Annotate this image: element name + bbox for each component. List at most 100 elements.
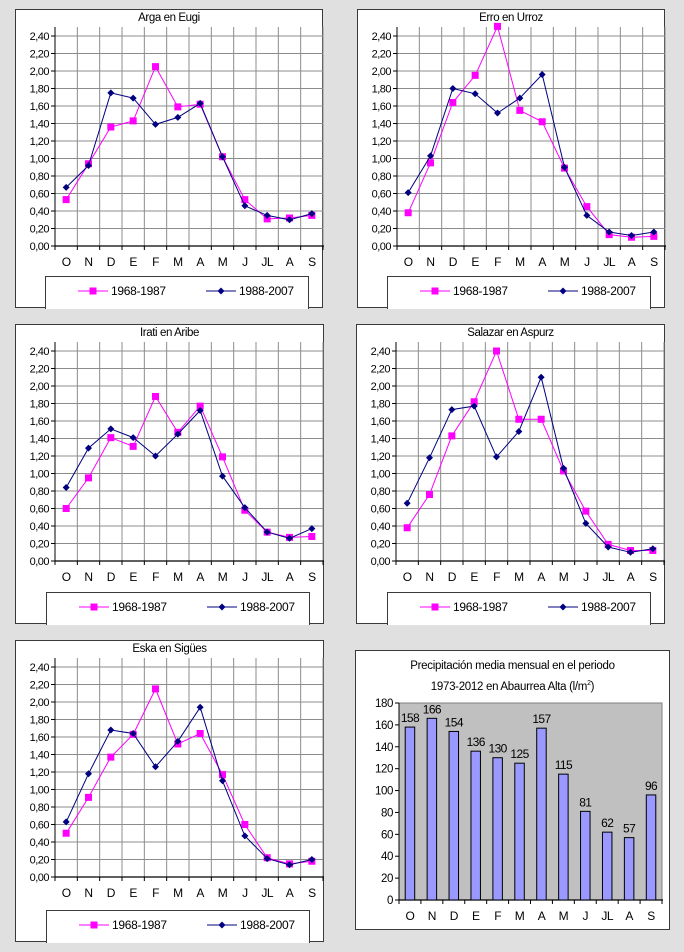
plot-area	[398, 702, 663, 901]
y-tick-label: 0,00	[372, 241, 392, 253]
y-tick-label: 0,00	[30, 556, 50, 568]
data-label: 115	[555, 758, 573, 772]
x-tick-label: N	[84, 570, 92, 584]
y-tick-label: 0,20	[372, 224, 392, 236]
x-tick-label: A	[628, 255, 636, 269]
x-tick-label: JL	[602, 570, 615, 584]
y-tick-label: 2,40	[30, 346, 50, 358]
y-tick-label: 1,00	[30, 785, 50, 797]
y-tick-label: 1,40	[30, 119, 50, 131]
x-tick-label: M	[173, 255, 183, 269]
data-point-diamond	[107, 726, 115, 734]
line-chart-eska-en-sigues: Eska en Sigües 0,00 0,20 0,40 0,60 0,80 1,00 1…	[15, 640, 324, 943]
x-tick-label: JL	[603, 255, 616, 269]
data-point-diamond	[308, 525, 316, 533]
y-tick-label: 60	[381, 829, 393, 841]
x-tick-label: J	[242, 886, 248, 900]
y-tick-label: 1,20	[30, 136, 50, 148]
y-tick-label: 160	[375, 720, 393, 732]
bar-M	[558, 773, 569, 901]
series-line-1988-2007	[407, 73, 654, 237]
x-tick-label: M	[218, 570, 228, 584]
y-tick-label: 2,00	[371, 381, 391, 393]
x-tick-label: M	[514, 570, 524, 584]
y-tick-label: 2,00	[30, 66, 50, 78]
legend-label: 1988-2007	[240, 600, 295, 614]
data-point-diamond	[426, 454, 433, 462]
x-tick-label: M	[559, 570, 569, 584]
legend-item-1968-1987: 1968-1987	[79, 917, 167, 933]
x-tick-label: A	[196, 255, 204, 269]
x-tick-label: J	[242, 255, 248, 269]
series-line-1968-1987	[407, 24, 654, 238]
y-tick-label: 0,60	[30, 820, 50, 832]
y-tick-label: 2,40	[372, 31, 392, 43]
x-tick-label: D	[107, 255, 116, 269]
data-point-diamond	[196, 99, 204, 107]
y-tick-label: 2,00	[30, 697, 50, 709]
legend-item-1988-2007: 1988-2007	[548, 283, 636, 299]
y-tick-label: 1,60	[371, 416, 391, 428]
y-tick-label: 1,60	[372, 101, 392, 113]
data-point-square	[219, 453, 226, 461]
data-point-diamond	[649, 545, 657, 553]
y-tick-label: 2,20	[372, 49, 392, 61]
legend-item-1968-1987: 1968-1987	[79, 599, 167, 615]
y-tick-label: 0,00	[30, 241, 50, 253]
series-line-1988-2007	[65, 409, 312, 539]
y-tick-label: 0,20	[30, 539, 50, 551]
chart-title-line-1: Precipitación media mensual en el period…	[410, 660, 615, 672]
data-point-square	[152, 685, 159, 693]
line-chart-salazar-en-aspurz: Salazar en Aspurz 0,00 0,20 0,40 0,60 0,80 1,…	[356, 324, 665, 625]
x-tick-label: M	[173, 886, 183, 900]
data-point-square	[263, 215, 271, 223]
x-tick-label: S	[647, 909, 655, 923]
y-tick-label: 2,40	[30, 31, 50, 43]
y-tick-label: 80	[381, 807, 393, 819]
data-point-diamond	[427, 152, 434, 160]
y-tick-label: 2,00	[30, 381, 50, 393]
y-tick-label: 1,20	[30, 767, 50, 779]
x-tick-label: S	[650, 255, 658, 269]
data-point-diamond	[85, 770, 92, 778]
y-tick-label: 0,80	[30, 802, 50, 814]
data-label: 166	[423, 702, 442, 716]
x-tick-label: O	[406, 909, 415, 923]
x-tick-label: N	[426, 255, 434, 269]
y-tick-label: 1,00	[372, 154, 392, 166]
x-tick-label: J	[584, 255, 590, 269]
data-point-square	[403, 524, 411, 532]
data-point-diamond	[494, 109, 501, 117]
data-point-square	[471, 71, 479, 79]
data-point-diamond	[219, 472, 226, 480]
data-point-diamond	[62, 818, 70, 826]
y-tick-label: 1,20	[30, 451, 50, 463]
y-tick-label: 0,20	[30, 224, 50, 236]
x-tick-label: J	[242, 570, 248, 584]
data-point-diamond	[129, 730, 137, 737]
data-point-diamond	[174, 430, 182, 438]
y-tick-label: 1,00	[30, 469, 50, 481]
y-tick-label: 2,40	[371, 346, 391, 358]
data-point-square	[538, 118, 546, 126]
data-label: 57	[623, 822, 636, 836]
x-tick-label: E	[471, 255, 479, 269]
y-tick-label: 0,40	[30, 206, 50, 218]
legend-label: 1968-1987	[453, 600, 508, 614]
diamond-marker-icon	[207, 603, 237, 611]
y-tick-label: 0,00	[30, 872, 50, 884]
bar-F	[492, 757, 503, 901]
data-point-square	[85, 474, 92, 482]
y-tick-label: 0,80	[372, 171, 392, 183]
y-tick-label: 0,60	[371, 504, 391, 516]
x-tick-label: E	[129, 255, 137, 269]
data-point-diamond	[493, 453, 500, 461]
y-tick-label: 1,60	[30, 732, 50, 744]
y-tick-label: 1,60	[30, 416, 50, 428]
x-tick-label: JL	[261, 570, 274, 584]
data-point-diamond	[470, 402, 478, 410]
chart-legend: 1968-1987 1988-2007	[46, 592, 310, 625]
x-tick-label: S	[649, 570, 657, 584]
y-tick-label: 1,40	[30, 750, 50, 762]
data-point-square	[196, 730, 204, 737]
